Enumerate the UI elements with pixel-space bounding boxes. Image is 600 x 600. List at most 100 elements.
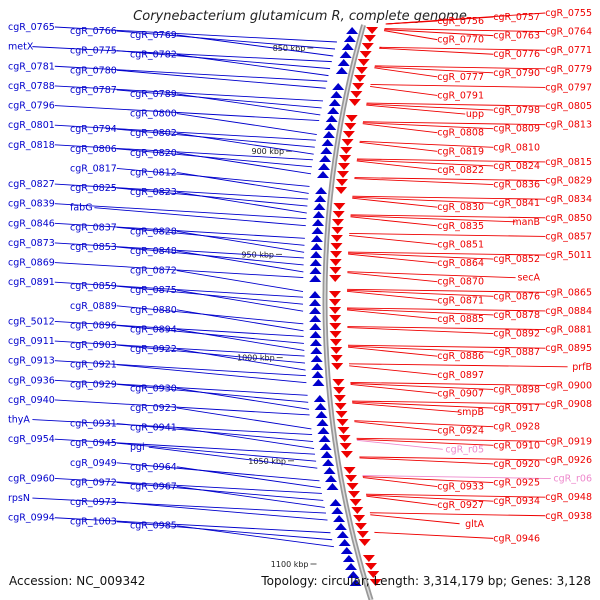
- genome-backbone-highlight: [324, 24, 372, 600]
- gene-label-minus: cgR_0780: [70, 65, 117, 76]
- minus-strand-gene-arrow: [341, 43, 354, 50]
- gene-label-plus: cgR_0864: [437, 258, 484, 269]
- gene-label-plus: cgR_0908: [545, 399, 592, 410]
- minus-strand-gene-arrow: [322, 131, 335, 138]
- gene-label-plus: cgR_0897: [437, 370, 484, 381]
- plus-strand-gene-arrow: [358, 539, 371, 546]
- gene-label-minus: cgR_0818: [8, 140, 55, 151]
- gene-label-minus: cgR_0954: [8, 434, 55, 445]
- kbp-scale-label: 1100 kbp: [271, 560, 309, 569]
- gene-label-minus: cgR_0828: [130, 226, 177, 237]
- gene-label-plus: cgR_0755: [545, 8, 592, 19]
- plus-strand-gene-arrow: [355, 67, 368, 74]
- gene-label-minus: cgR_0941: [130, 423, 177, 434]
- gene-leader-line-minus: [116, 521, 333, 541]
- gene-leader-line-plus: [379, 46, 546, 51]
- minus-strand-gene-arrow: [323, 467, 336, 474]
- plus-strand-gene-arrow: [336, 179, 348, 186]
- gene-leader-line-minus: [176, 427, 315, 450]
- gene-label-plus: cgR_0808: [437, 128, 484, 139]
- gene-leader-line-minus: [54, 262, 304, 279]
- gene-leader-line-plus: [348, 253, 438, 264]
- plus-strand-gene-arrow: [346, 483, 359, 490]
- plus-strand-gene-arrow: [354, 523, 367, 530]
- minus-strand-gene-arrow: [310, 235, 323, 242]
- gene-label-plus: cgR_0790: [493, 68, 540, 79]
- minus-strand-gene-arrow: [340, 547, 353, 554]
- gene-label-minus: cgR_0787: [70, 85, 117, 96]
- gene-label-minus: cgR_0846: [8, 218, 55, 229]
- gene-leader-line-minus: [32, 46, 332, 63]
- minus-strand-gene-arrow: [311, 227, 324, 234]
- gene-leader-line-plus: [362, 122, 494, 130]
- gene-label-plus: cgR_0892: [493, 329, 540, 340]
- gene-label-minus: cgR_0930: [130, 383, 177, 394]
- gene-label-minus: cgR_0848: [130, 246, 177, 257]
- gene-label-plus: cgR_0920: [493, 459, 540, 470]
- plus-strand-gene-arrow: [340, 451, 353, 458]
- plus-strand-gene-arrow: [331, 363, 344, 370]
- minus-strand-gene-arrow: [338, 539, 351, 546]
- minus-strand-gene-arrow: [309, 299, 321, 306]
- gene-leader-line-plus: [385, 20, 438, 25]
- gene-label-plus: cgR_r05: [445, 444, 484, 455]
- plus-strand-gene-arrow: [337, 171, 349, 178]
- gene-label-minus: cgR_0806: [70, 144, 117, 155]
- gene-label-minus: cgR_0936: [8, 375, 55, 386]
- gene-label-plus: cgR_0878: [493, 310, 540, 321]
- gene-label-plus: cgR_0763: [493, 31, 540, 42]
- plus-strand-gene-arrow: [345, 475, 357, 482]
- minus-strand-gene-arrow: [309, 307, 322, 314]
- gene-label-minus: cgR_0972: [70, 477, 117, 488]
- gene-label-plus: cgR_0809: [493, 124, 540, 135]
- plus-strand-gene-arrow: [369, 579, 382, 586]
- plus-strand-gene-arrow: [366, 27, 379, 34]
- plus-strand-gene-arrow: [330, 355, 343, 362]
- gene-leader-line-minus: [116, 128, 315, 148]
- gene-label-plus: cgR_0886: [437, 351, 484, 362]
- plus-strand-gene-arrow: [344, 123, 357, 130]
- gene-leader-line-plus: [374, 67, 438, 78]
- minus-strand-gene-arrow: [325, 475, 337, 482]
- plus-strand-gene-arrow: [330, 347, 343, 354]
- plus-strand-gene-arrow: [338, 163, 350, 170]
- gene-label-plus: cgR_0757: [493, 12, 540, 23]
- gene-leader-line-plus: [383, 30, 438, 41]
- gene-label-plus: cgR_0851: [437, 239, 484, 250]
- minus-strand-gene-arrow: [309, 259, 322, 266]
- minus-strand-gene-arrow: [336, 531, 349, 538]
- gene-leader-line-minus: [32, 497, 327, 514]
- gene-leader-line-minus: [116, 501, 328, 521]
- gene-leader-line-plus: [346, 307, 546, 312]
- gene-leader-line-plus: [346, 289, 494, 297]
- gene-label-plus: cgR_0829: [545, 176, 592, 187]
- gene-label-plus: manB: [512, 217, 540, 228]
- plus-strand-gene-arrow: [335, 187, 348, 194]
- gene-label-minus: cgR_0973: [70, 497, 117, 508]
- gene-leader-line-plus: [362, 123, 438, 134]
- plus-strand-gene-arrow: [345, 115, 358, 122]
- minus-strand-gene-arrow: [312, 219, 324, 226]
- gene-leader-line-plus: [359, 456, 546, 461]
- kbp-scale-label: 850 kbp: [273, 44, 306, 53]
- gene-leader-line-plus: [350, 215, 516, 223]
- minus-strand-gene-arrow: [310, 243, 323, 250]
- kbp-scale-label: 900 kbp: [251, 147, 284, 156]
- gene-label-plus: cgR_0764: [545, 27, 592, 38]
- minus-strand-gene-arrow: [319, 155, 332, 162]
- minus-strand-gene-arrow: [312, 379, 325, 386]
- gene-label-plus: cgR_0925: [493, 478, 540, 489]
- minus-strand-gene-arrow: [310, 251, 323, 258]
- gene-leader-line-minus: [116, 442, 317, 462]
- gene-leader-line-plus: [352, 196, 494, 204]
- gene-leader-line-minus: [54, 124, 316, 141]
- gene-label-minus: cgR_0880: [130, 305, 177, 316]
- gene-leader-line-plus: [356, 439, 443, 450]
- gene-leader-line-plus: [347, 272, 438, 283]
- gene-leader-line-plus: [348, 363, 568, 368]
- gene-leader-line-plus: [352, 401, 494, 409]
- gene-leader-line-minus: [116, 482, 324, 501]
- gene-leader-line-plus: [366, 494, 494, 502]
